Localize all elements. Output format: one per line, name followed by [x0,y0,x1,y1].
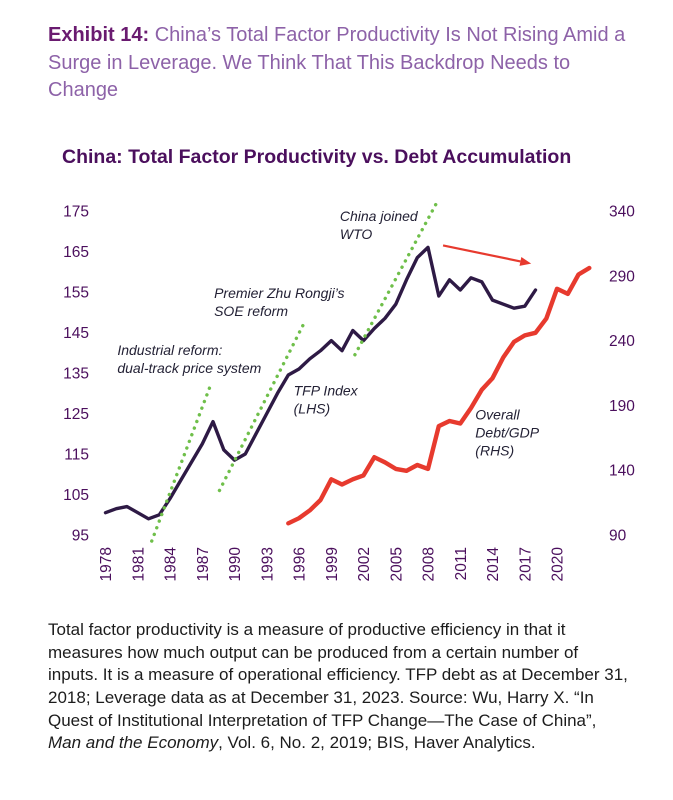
left-axis-tick: 135 [63,366,89,383]
right-axis-tick: 140 [609,463,635,480]
right-axis-tick: 90 [609,528,627,545]
x-axis-tick: 1996 [292,547,309,581]
left-axis-tick: 145 [63,325,89,342]
x-axis-tick: 1978 [98,547,115,581]
chart-annotation: TFP Index (LHS) [294,382,359,416]
x-axis-tick: 1984 [163,547,180,582]
exhibit-header: Exhibit 14: China’s Total Factor Product… [48,22,635,105]
x-axis-tick: 2002 [356,547,373,581]
x-axis-tick: 1990 [227,547,244,582]
exhibit-title: Exhibit 14: China’s Total Factor Product… [48,22,628,105]
x-axis-tick: 1987 [195,547,212,581]
chart-annotation: Overall Debt/GDP (RHS) [475,407,539,459]
chart-area: 95 105 115 125 135 145 155 165 175 90 140 190 240 290… [48,195,648,603]
right-axis-tick: 340 [609,204,635,221]
series-line-right [286,265,592,526]
left-axis-tick: 125 [63,406,89,423]
right-axis-tick: 290 [609,268,635,285]
left-axis-tick: 95 [72,528,89,545]
tfp-debt-chart: 95 105 115 125 135 145 155 165 175 90 140 190 240 290… [63,201,635,582]
trend-arrow [442,244,521,263]
trendline-dotted [150,385,212,543]
x-axis-tick: 2020 [550,547,567,582]
footnote-text-after: , Vol. 6, No. 2, 2019; BIS, Haver Analyt… [218,733,536,753]
trendline-dotted [217,318,308,493]
x-axis-tick: 2014 [485,547,502,582]
x-axis-tick: 2011 [453,547,470,580]
footnote: Total factor productivity is a measure o… [48,619,632,755]
footnote-text: Total factor productivity is a measure o… [48,620,628,730]
x-axis-tick: 1981 [130,547,147,581]
x-axis-tick: 2005 [388,547,405,581]
chart-title: China: Total Factor Productivity vs. Deb… [62,145,572,168]
x-axis-tick: 1993 [259,547,276,581]
exhibit-title-text: China’s Total Factor Productivity Is Not… [48,24,626,102]
x-axis-tick: 2008 [421,547,438,581]
left-axis-tick: 115 [64,447,89,464]
exhibit-label: Exhibit 14: [48,24,150,46]
right-axis-tick: 190 [609,398,635,415]
footnote-italic: Man and the Economy [48,733,219,753]
x-axis-tick: 2017 [517,547,534,581]
left-axis-tick: 155 [63,285,89,302]
left-axis-tick: 175 [63,204,89,221]
x-axis-tick: 1999 [324,547,341,581]
chart-annotation: Premier Zhu Rongji’s SOE reform [214,285,344,319]
left-axis-tick: 165 [63,244,89,261]
right-axis-tick: 240 [609,333,635,350]
trendline-dotted [353,201,439,357]
chart-annotation: Industrial reform: dual-track price syste… [117,342,261,376]
series-line-left [103,245,538,521]
trend-arrowhead-icon [519,257,532,266]
left-axis-tick: 105 [63,487,89,504]
chart-annotation: China joined WTO [340,208,419,242]
